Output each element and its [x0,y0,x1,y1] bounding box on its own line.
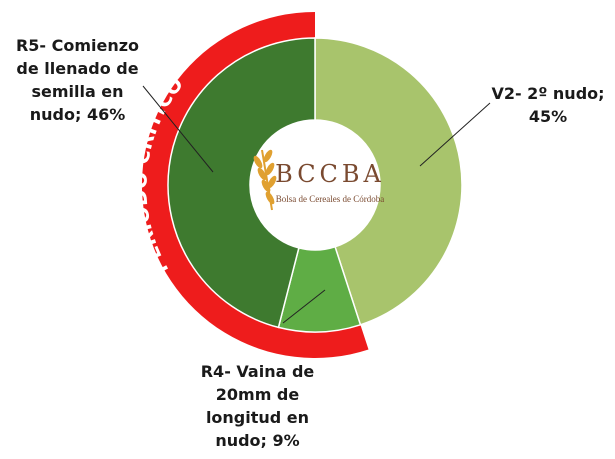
leader-line [142,85,214,173]
leader-line [282,289,326,324]
data-label: V2- 2º nudo; 45% [491,84,605,126]
leader-line [419,102,491,167]
donut-slice [314,37,463,326]
donut-slice [167,37,316,329]
data-label: R4- Vaina de 20mm de longitud en nudo; 9… [200,362,315,450]
logo-title: BCCBA [275,160,385,188]
logo-icon [253,149,277,211]
logo-subtitle: Bolsa de Cereales de Córdoba [276,194,384,204]
data-label: R5- Comienzo de llenado de semilla en nu… [15,36,140,124]
